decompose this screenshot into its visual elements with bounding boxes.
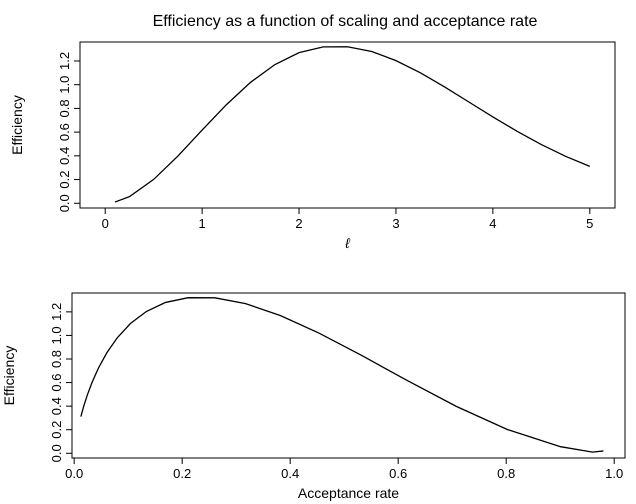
x-tick-label: 0 [102,216,109,231]
y-tick-label: 1.2 [57,52,72,70]
y-tick-label: 0.2 [57,171,72,189]
x-tick-label: 1.0 [605,466,623,481]
plot-frame [71,292,626,459]
x-axis-label: ℓ [344,235,350,251]
data-line [114,46,591,203]
y-tick-label: 0.6 [49,374,64,392]
x-tick-label: 4 [489,216,496,231]
y-tick-label: 0.6 [57,123,72,141]
x-axis-label: Acceptance rate [298,485,399,501]
y-tick-label: 0.2 [49,421,64,439]
y-tick-label: 0.4 [49,397,64,415]
x-tick-label: 5 [586,216,593,231]
x-tick-label: 1 [199,216,206,231]
y-tick-label: 0.4 [57,147,72,165]
x-tick-label: 3 [392,216,399,231]
y-axis-label: Efficiency [9,95,25,155]
y-tick-label: 1.2 [49,303,64,321]
plot-frame [79,41,616,209]
y-tick-label: 0.0 [57,194,72,212]
y-tick-label: 0.8 [57,99,72,117]
data-line [80,297,604,453]
y-axis-label: Efficiency [1,346,17,406]
x-tick-label: 0.6 [389,466,407,481]
x-tick-label: 0.0 [65,466,83,481]
y-tick-label: 1.0 [49,326,64,344]
y-tick-label: 0.8 [49,350,64,368]
x-tick-label: 0.2 [173,466,191,481]
chart-title: Efficiency as a function of scaling and … [153,13,538,30]
x-tick-label: 0.4 [281,466,299,481]
y-tick-label: 0.0 [49,444,64,462]
x-tick-label: 0.8 [497,466,515,481]
y-tick-label: 1.0 [57,76,72,94]
x-tick-label: 2 [295,216,302,231]
